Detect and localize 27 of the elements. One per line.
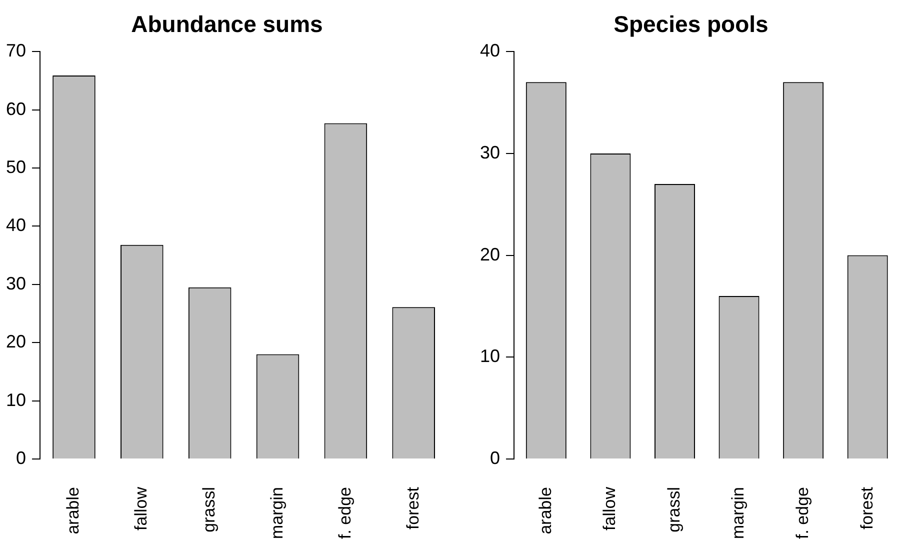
y-tick-label: 0 [490,448,500,468]
y-tick-label: 40 [480,40,500,61]
y-tick-label: 70 [6,40,26,61]
x-tick-label: arable [64,487,83,534]
x-tick-label: margin [728,487,748,539]
y-tick-label: 60 [6,98,26,119]
x-tick-label: forest [403,486,422,530]
y-tick-label: 40 [6,215,26,236]
y-tick-label: 10 [480,346,500,366]
y-tick-label: 20 [480,244,500,264]
x-tick-label: margin [267,487,286,539]
y-tick-label: 0 [16,448,26,468]
chart-title: Abundance sums [131,11,323,38]
x-tick-label: fallow [600,486,620,530]
x-tick-label: forest [857,486,876,530]
y-tick-label: 20 [6,332,26,352]
x-tick-label: f. edge [793,487,812,540]
x-tick-label: arable [536,487,555,534]
x-tick-label: fallow [132,486,151,530]
y-tick-label: 30 [6,273,26,294]
y-tick-label: 30 [480,142,500,162]
x-tick-label: grassl [664,487,684,532]
chart-title: Species pools [614,11,768,38]
x-tick-label: f. edge [335,487,354,540]
y-tick-label: 50 [6,156,26,177]
x-tick-label: grassl [200,487,219,532]
y-tick-label: 10 [6,390,26,410]
